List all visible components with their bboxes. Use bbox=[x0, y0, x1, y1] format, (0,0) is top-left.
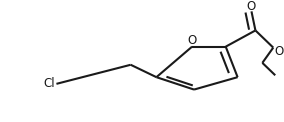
Text: Cl: Cl bbox=[43, 77, 55, 90]
Text: O: O bbox=[187, 34, 197, 47]
Text: O: O bbox=[274, 45, 283, 58]
Text: O: O bbox=[247, 0, 256, 13]
